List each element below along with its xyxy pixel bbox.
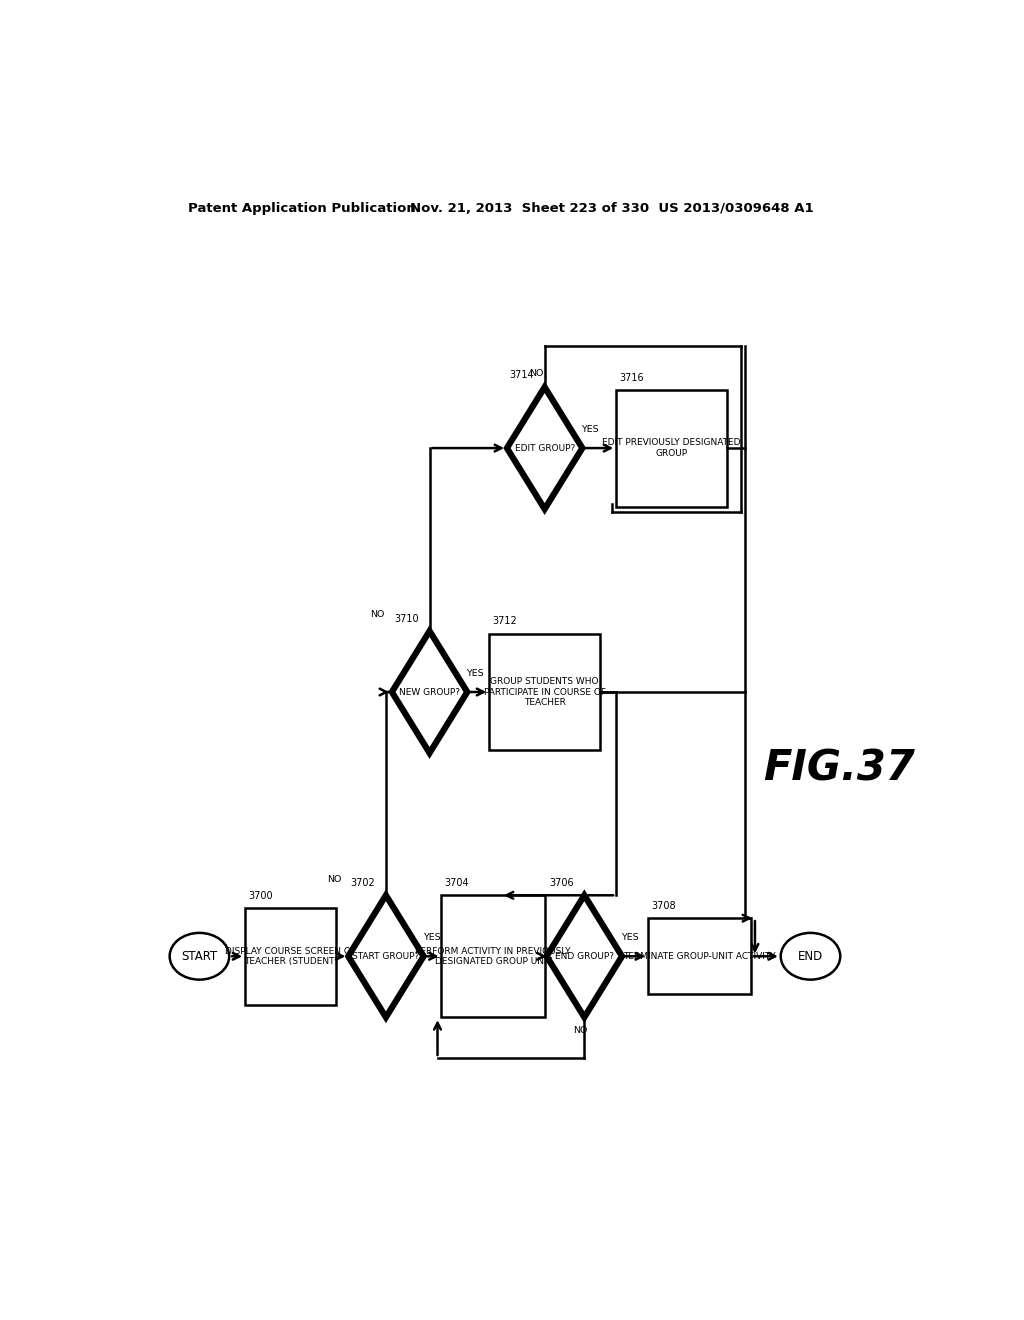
- FancyBboxPatch shape: [616, 389, 727, 507]
- Text: END: END: [798, 950, 823, 962]
- Text: NEW GROUP?: NEW GROUP?: [399, 688, 460, 697]
- FancyBboxPatch shape: [489, 634, 600, 751]
- Text: 3716: 3716: [620, 372, 644, 383]
- Text: END GROUP?: END GROUP?: [555, 952, 613, 961]
- Text: 3704: 3704: [444, 878, 469, 888]
- Text: 3700: 3700: [248, 891, 272, 900]
- Polygon shape: [547, 895, 622, 1018]
- Text: 3712: 3712: [493, 616, 517, 627]
- FancyBboxPatch shape: [441, 895, 545, 1018]
- Text: 3706: 3706: [549, 878, 573, 888]
- Text: START GROUP?: START GROUP?: [352, 952, 420, 961]
- Text: 3708: 3708: [651, 902, 676, 911]
- Text: 3702: 3702: [350, 878, 376, 888]
- FancyBboxPatch shape: [245, 908, 336, 1005]
- Text: 3714: 3714: [509, 370, 534, 380]
- Text: YES: YES: [622, 933, 639, 942]
- Text: NO: NO: [327, 875, 341, 883]
- Text: NO: NO: [529, 370, 544, 379]
- Text: YES: YES: [466, 669, 484, 678]
- Text: Nov. 21, 2013  Sheet 223 of 330  US 2013/0309648 A1: Nov. 21, 2013 Sheet 223 of 330 US 2013/0…: [410, 202, 813, 215]
- Polygon shape: [348, 895, 424, 1018]
- Text: YES: YES: [423, 933, 440, 942]
- Text: DISPLAY COURSE SCREEN OF
TEACHER (STUDENT): DISPLAY COURSE SCREEN OF TEACHER (STUDEN…: [225, 946, 356, 966]
- Ellipse shape: [780, 933, 841, 979]
- Polygon shape: [392, 631, 467, 752]
- Polygon shape: [507, 387, 583, 510]
- Text: 3710: 3710: [394, 614, 419, 624]
- Text: NO: NO: [371, 610, 385, 619]
- Text: YES: YES: [582, 425, 599, 434]
- Text: Patent Application Publication: Patent Application Publication: [187, 202, 416, 215]
- Text: EDIT GROUP?: EDIT GROUP?: [514, 444, 574, 453]
- Text: EDIT PREVIOUSLY DESIGNATED
GROUP: EDIT PREVIOUSLY DESIGNATED GROUP: [602, 438, 741, 458]
- FancyBboxPatch shape: [648, 919, 751, 994]
- Text: TERMINATE GROUP-UNIT ACTIVITY: TERMINATE GROUP-UNIT ACTIVITY: [623, 952, 776, 961]
- Text: FIG.37: FIG.37: [763, 747, 914, 789]
- Text: START: START: [181, 950, 217, 962]
- Text: PERFORM ACTIVITY IN PREVIOUSLY
DESIGNATED GROUP UNIT: PERFORM ACTIVITY IN PREVIOUSLY DESIGNATE…: [416, 946, 570, 966]
- Text: NO: NO: [573, 1026, 588, 1035]
- Ellipse shape: [170, 933, 229, 979]
- Text: GROUP STUDENTS WHO
PARTICIPATE IN COURSE OF
TEACHER: GROUP STUDENTS WHO PARTICIPATE IN COURSE…: [483, 677, 605, 708]
